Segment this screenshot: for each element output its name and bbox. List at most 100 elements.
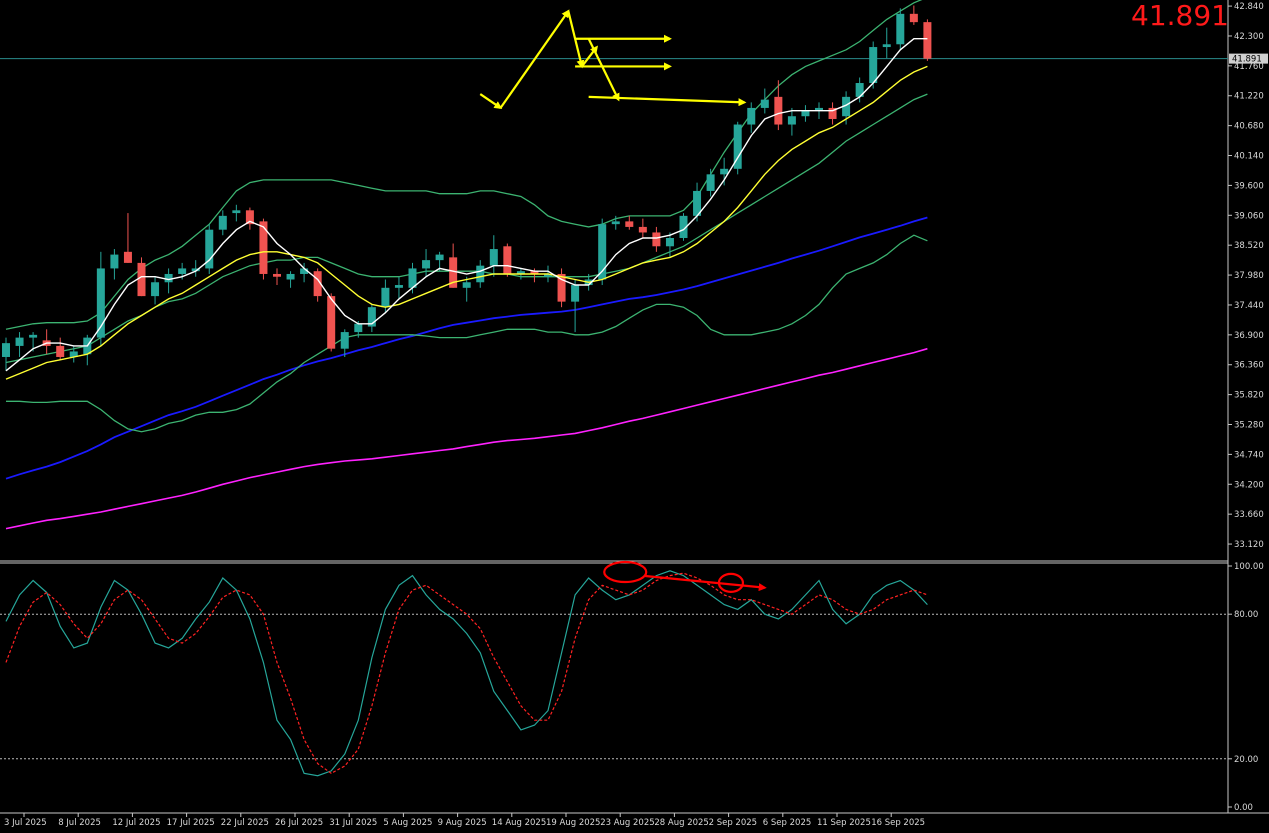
stoch-tick-label: 20.00 [1234,755,1258,765]
candle-body [516,271,525,274]
ma-blue-line [5,216,928,480]
y-tick-label: 39.600 [1234,181,1264,191]
candle-body [137,262,146,297]
y-tick-label: 41.760 [1234,62,1264,72]
candle-body [855,83,864,97]
candle-body [489,249,498,266]
current-price-tag-label: 41.891 [1232,55,1262,65]
band-lower-line [6,234,928,433]
candle-body [679,215,688,238]
candle-body [449,257,458,288]
stoch-tick-label: 0.00 [1234,803,1253,813]
stoch-tick-label: 80.00 [1234,610,1258,620]
y-tick-label: 40.140 [1234,152,1264,162]
band-middle-line [5,93,928,364]
candle-body [313,271,322,297]
candle-body [422,260,431,269]
stoch-main-line [5,570,928,777]
candle-body [435,254,444,261]
yellow-trend-arrow [479,93,503,110]
candle-body [625,221,634,227]
candle-body [882,44,891,48]
candle-body [164,273,173,283]
candle-body [205,229,214,269]
candle-body [394,285,403,288]
y-tick-label: 42.840 [1234,2,1264,12]
candle-body [598,224,607,280]
candle-body [530,271,539,274]
candle-body [273,273,281,277]
x-tick-label: 12 Jul 2025 [112,818,160,828]
candle-body [56,345,65,357]
stoch-tick-label: 100.00 [1234,562,1264,572]
candle-body [706,174,715,191]
candle-body [557,273,566,302]
yellow-projection-arrow [588,95,747,107]
x-tick-label: 11 Sep 2025 [817,818,871,828]
y-tick-label: 36.900 [1234,331,1264,341]
candle-body [869,47,878,84]
current-price-display: 41.891 [1131,0,1229,32]
x-tick-label: 19 Aug 2025 [546,818,600,828]
candle-body [218,215,227,230]
candle-body [259,221,268,274]
stoch-signal-line [5,572,928,775]
candle-body [232,210,241,214]
candle-body [909,13,918,23]
candle-body [815,107,823,111]
candle-body [760,99,769,108]
candle-body [2,343,10,357]
candle-body [896,13,905,45]
candle-body [408,268,417,288]
y-tick-label: 39.060 [1234,211,1264,221]
candle-body [801,110,810,117]
x-tick-label: 5 Aug 2025 [383,818,432,828]
candle-body [245,210,254,225]
x-tick-label: 16 Sep 2025 [871,818,925,828]
candle-body [123,251,132,263]
yellow-trend-arrow [499,9,570,109]
candle-body [503,246,512,274]
candle-body [327,296,336,349]
y-tick-label: 36.360 [1234,361,1264,371]
candle-body [665,237,674,247]
yellow-trend-arrow [587,38,620,102]
candle-body [787,116,796,125]
x-tick-label: 28 Aug 2025 [654,818,708,828]
band-upper-line [5,0,923,330]
red-divergence-arrow [645,574,767,592]
ma-magenta-line [5,347,928,530]
candle-body [571,285,580,302]
y-tick-label: 35.280 [1234,421,1264,431]
x-tick-label: 14 Aug 2025 [492,818,546,828]
candle-body [693,190,702,216]
candle-body [774,96,783,125]
x-tick-label: 31 Jul 2025 [329,818,377,828]
candle-body [720,168,729,175]
candle-body [923,22,932,59]
ma-yellow-line [5,65,928,380]
x-tick-label: 8 Jul 2025 [58,818,101,828]
y-tick-label: 42.300 [1234,32,1264,42]
x-tick-label: 22 Jul 2025 [221,818,269,828]
x-tick-label: 6 Sep 2025 [763,818,811,828]
candle-body [110,254,119,269]
y-tick-label: 34.200 [1234,480,1264,490]
candle-body [340,332,349,349]
candle-body [178,268,187,274]
candle-body [15,337,24,346]
x-tick-label: 26 Jul 2025 [275,818,323,828]
candle-body [151,282,160,297]
y-tick-label: 37.440 [1234,301,1264,311]
x-tick-label: 9 Aug 2025 [438,818,487,828]
x-tick-label: 23 Aug 2025 [600,818,654,828]
candle-body [354,323,363,333]
y-tick-label: 33.120 [1234,540,1264,550]
candle-body [476,265,485,283]
candle-body [747,107,756,125]
y-tick-label: 38.520 [1234,241,1264,251]
ma-white-line [5,38,928,372]
candle-body [96,268,105,338]
x-tick-label: 2 Sep 2025 [709,818,757,828]
